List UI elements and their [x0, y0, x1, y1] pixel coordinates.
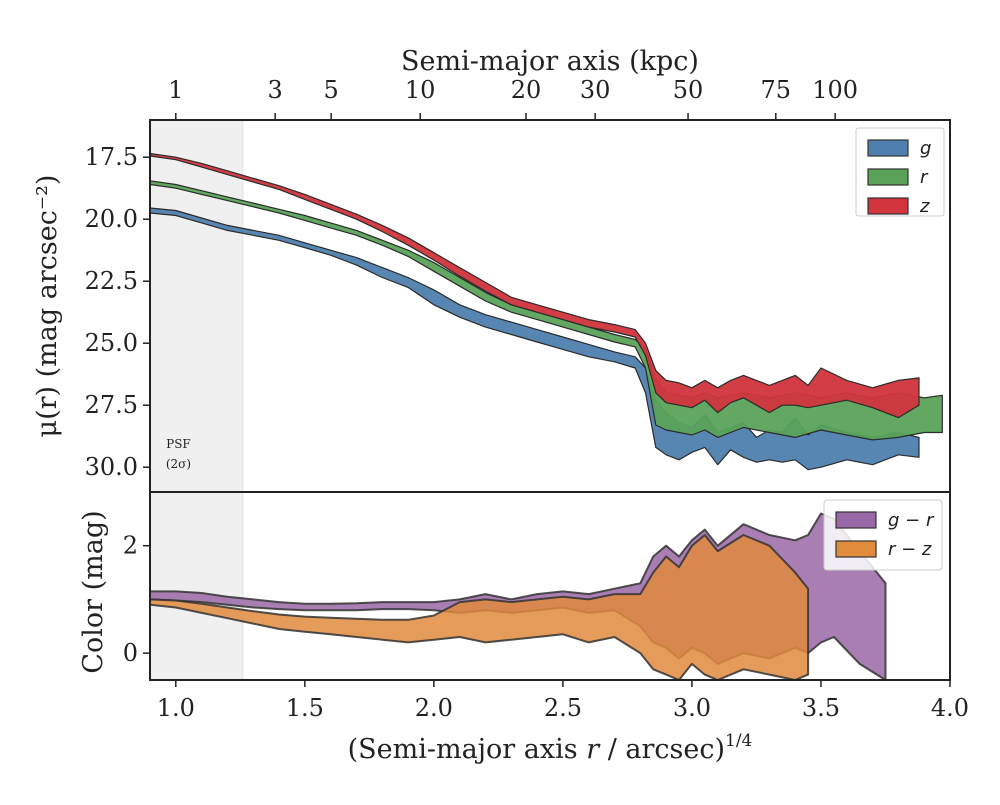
- xlabel-sup: 1/4: [725, 731, 752, 751]
- xtick-label: 3.5: [802, 694, 840, 722]
- bottom-xaxis-title: (Semi-major axis r / arcsec)1/4: [348, 731, 753, 765]
- bottom-bands: [150, 512, 887, 680]
- top-xtick-label: 10: [405, 76, 436, 104]
- top-xtick-label: 5: [324, 76, 339, 104]
- legend-swatch: [835, 540, 877, 558]
- ytick-label-top: 22.5: [85, 267, 138, 295]
- legend-label: g: [920, 138, 931, 159]
- legend-label: r: [920, 167, 929, 188]
- legend-swatch: [867, 139, 909, 157]
- top-xtick-label: 20: [511, 76, 542, 104]
- ytick-label-top: 27.5: [85, 391, 138, 419]
- legend-swatch: [867, 197, 909, 215]
- top-xtick-label: 3: [268, 76, 283, 104]
- bottom-yaxis-title: Color (mag): [78, 510, 109, 673]
- ytick-label-top: 30.0: [85, 453, 138, 481]
- xtick-label: 2.0: [415, 694, 453, 722]
- top-bands: [150, 152, 943, 471]
- bottom-frame: [149, 491, 951, 681]
- top-xtick-label: 75: [761, 76, 792, 104]
- top-xtick-label: 1: [168, 76, 183, 104]
- xtick-label: 4.0: [931, 694, 969, 722]
- labels: Semi-major axis (kpc) μ(r) (mag arcsec⁻²)…: [32, 46, 752, 765]
- xtick-label: 2.5: [544, 694, 582, 722]
- band-r: [150, 180, 943, 441]
- xtick-label: 1.5: [286, 694, 324, 722]
- psf-label-line2: (2σ): [166, 457, 191, 471]
- psf-region-bottom: [149, 491, 244, 681]
- top-xtick-label: 50: [673, 76, 704, 104]
- xlabel-var: r: [586, 734, 601, 765]
- band-z: [150, 152, 920, 419]
- legend-label: r − z: [888, 539, 932, 560]
- band-g: [150, 207, 920, 471]
- psf-label-line1: PSF: [166, 437, 191, 451]
- xlabel-rest: / arcsec): [599, 734, 725, 765]
- legend-label: g − r: [888, 510, 935, 531]
- psf-region-top: [149, 119, 244, 493]
- ytick-label-bottom: 2: [123, 532, 138, 560]
- xlabel-base: (Semi-major axis: [348, 734, 587, 765]
- xtick-label: 3.0: [673, 694, 711, 722]
- legend-label: z: [919, 196, 930, 217]
- ytick-label-top: 20.0: [85, 205, 138, 233]
- ytick-label-bottom: 0: [123, 639, 138, 667]
- legend-swatch: [867, 168, 909, 186]
- top-xaxis-title: Semi-major axis (kpc): [401, 46, 699, 77]
- bottom-panel: 0 2 1.0 1.5 2.0 2.5 3.0 3.5 4.0 g − r r − z: [123, 491, 969, 722]
- legend-swatch: [835, 511, 877, 529]
- top-yaxis-title: μ(r) (mag arcsec⁻²): [32, 175, 63, 438]
- xtick-label: 1.0: [157, 694, 195, 722]
- ytick-label-top: 25.0: [85, 329, 138, 357]
- band-rz: [150, 534, 810, 680]
- top-xtick-label: 30: [580, 76, 611, 104]
- ytick-label-top: 17.5: [85, 143, 138, 171]
- top-xtick-label: 100: [812, 76, 858, 104]
- top-panel: PSF (2σ) 17.5 20.0 22.5 25.0 27.5 30.0 1 3 5 10 20 30…: [85, 76, 951, 493]
